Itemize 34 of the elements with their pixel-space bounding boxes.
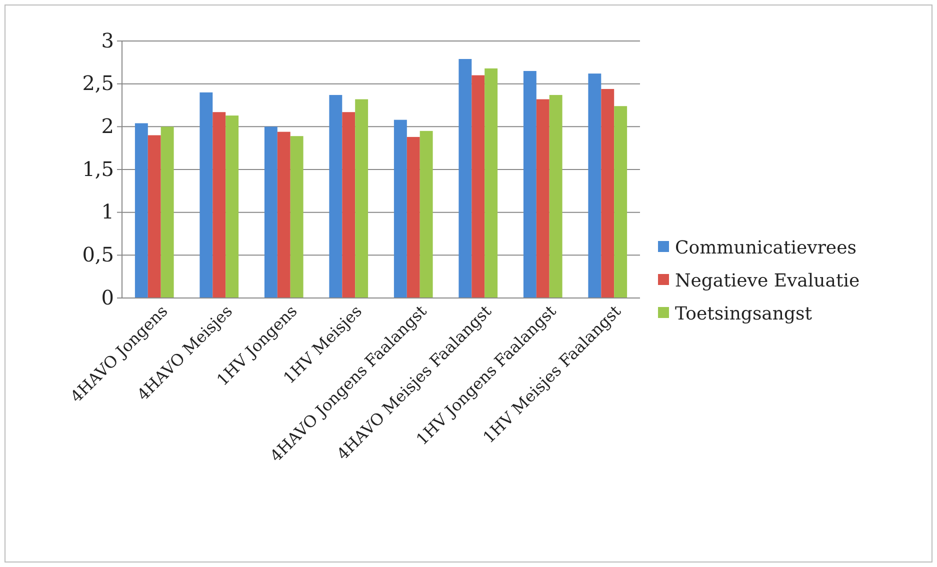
bar (588, 74, 602, 298)
legend-label: Toetsingsangst (675, 303, 813, 324)
bar (601, 88, 614, 298)
y-tick-label: 3 (101, 28, 114, 52)
y-tick-label: 1 (101, 200, 114, 224)
bar (406, 136, 420, 298)
bar (342, 112, 356, 298)
bar (536, 99, 550, 298)
y-tick-label: 1,5 (82, 156, 114, 181)
bar (277, 132, 290, 298)
bar (458, 58, 472, 298)
bar (290, 136, 304, 298)
legend-label: Communicatievrees (675, 237, 856, 258)
y-tick-label: 2,5 (82, 71, 114, 96)
bar (420, 130, 433, 298)
bar (200, 92, 213, 298)
bar (549, 94, 562, 298)
bar (226, 116, 239, 298)
bar (148, 135, 161, 298)
bar (394, 120, 407, 298)
bar (264, 126, 278, 298)
bar (134, 123, 148, 298)
bar (160, 126, 174, 298)
bar (484, 68, 498, 298)
bar (472, 75, 485, 298)
bar (355, 99, 368, 298)
y-tick-label: 2 (101, 114, 114, 138)
y-tick-label: 0 (101, 285, 114, 310)
bar (614, 106, 628, 298)
bar (523, 70, 536, 298)
bar (212, 112, 226, 298)
bar (329, 94, 342, 298)
y-tick-label: 0,5 (82, 242, 114, 267)
legend-label: Negatieve Evaluatie (675, 270, 860, 292)
